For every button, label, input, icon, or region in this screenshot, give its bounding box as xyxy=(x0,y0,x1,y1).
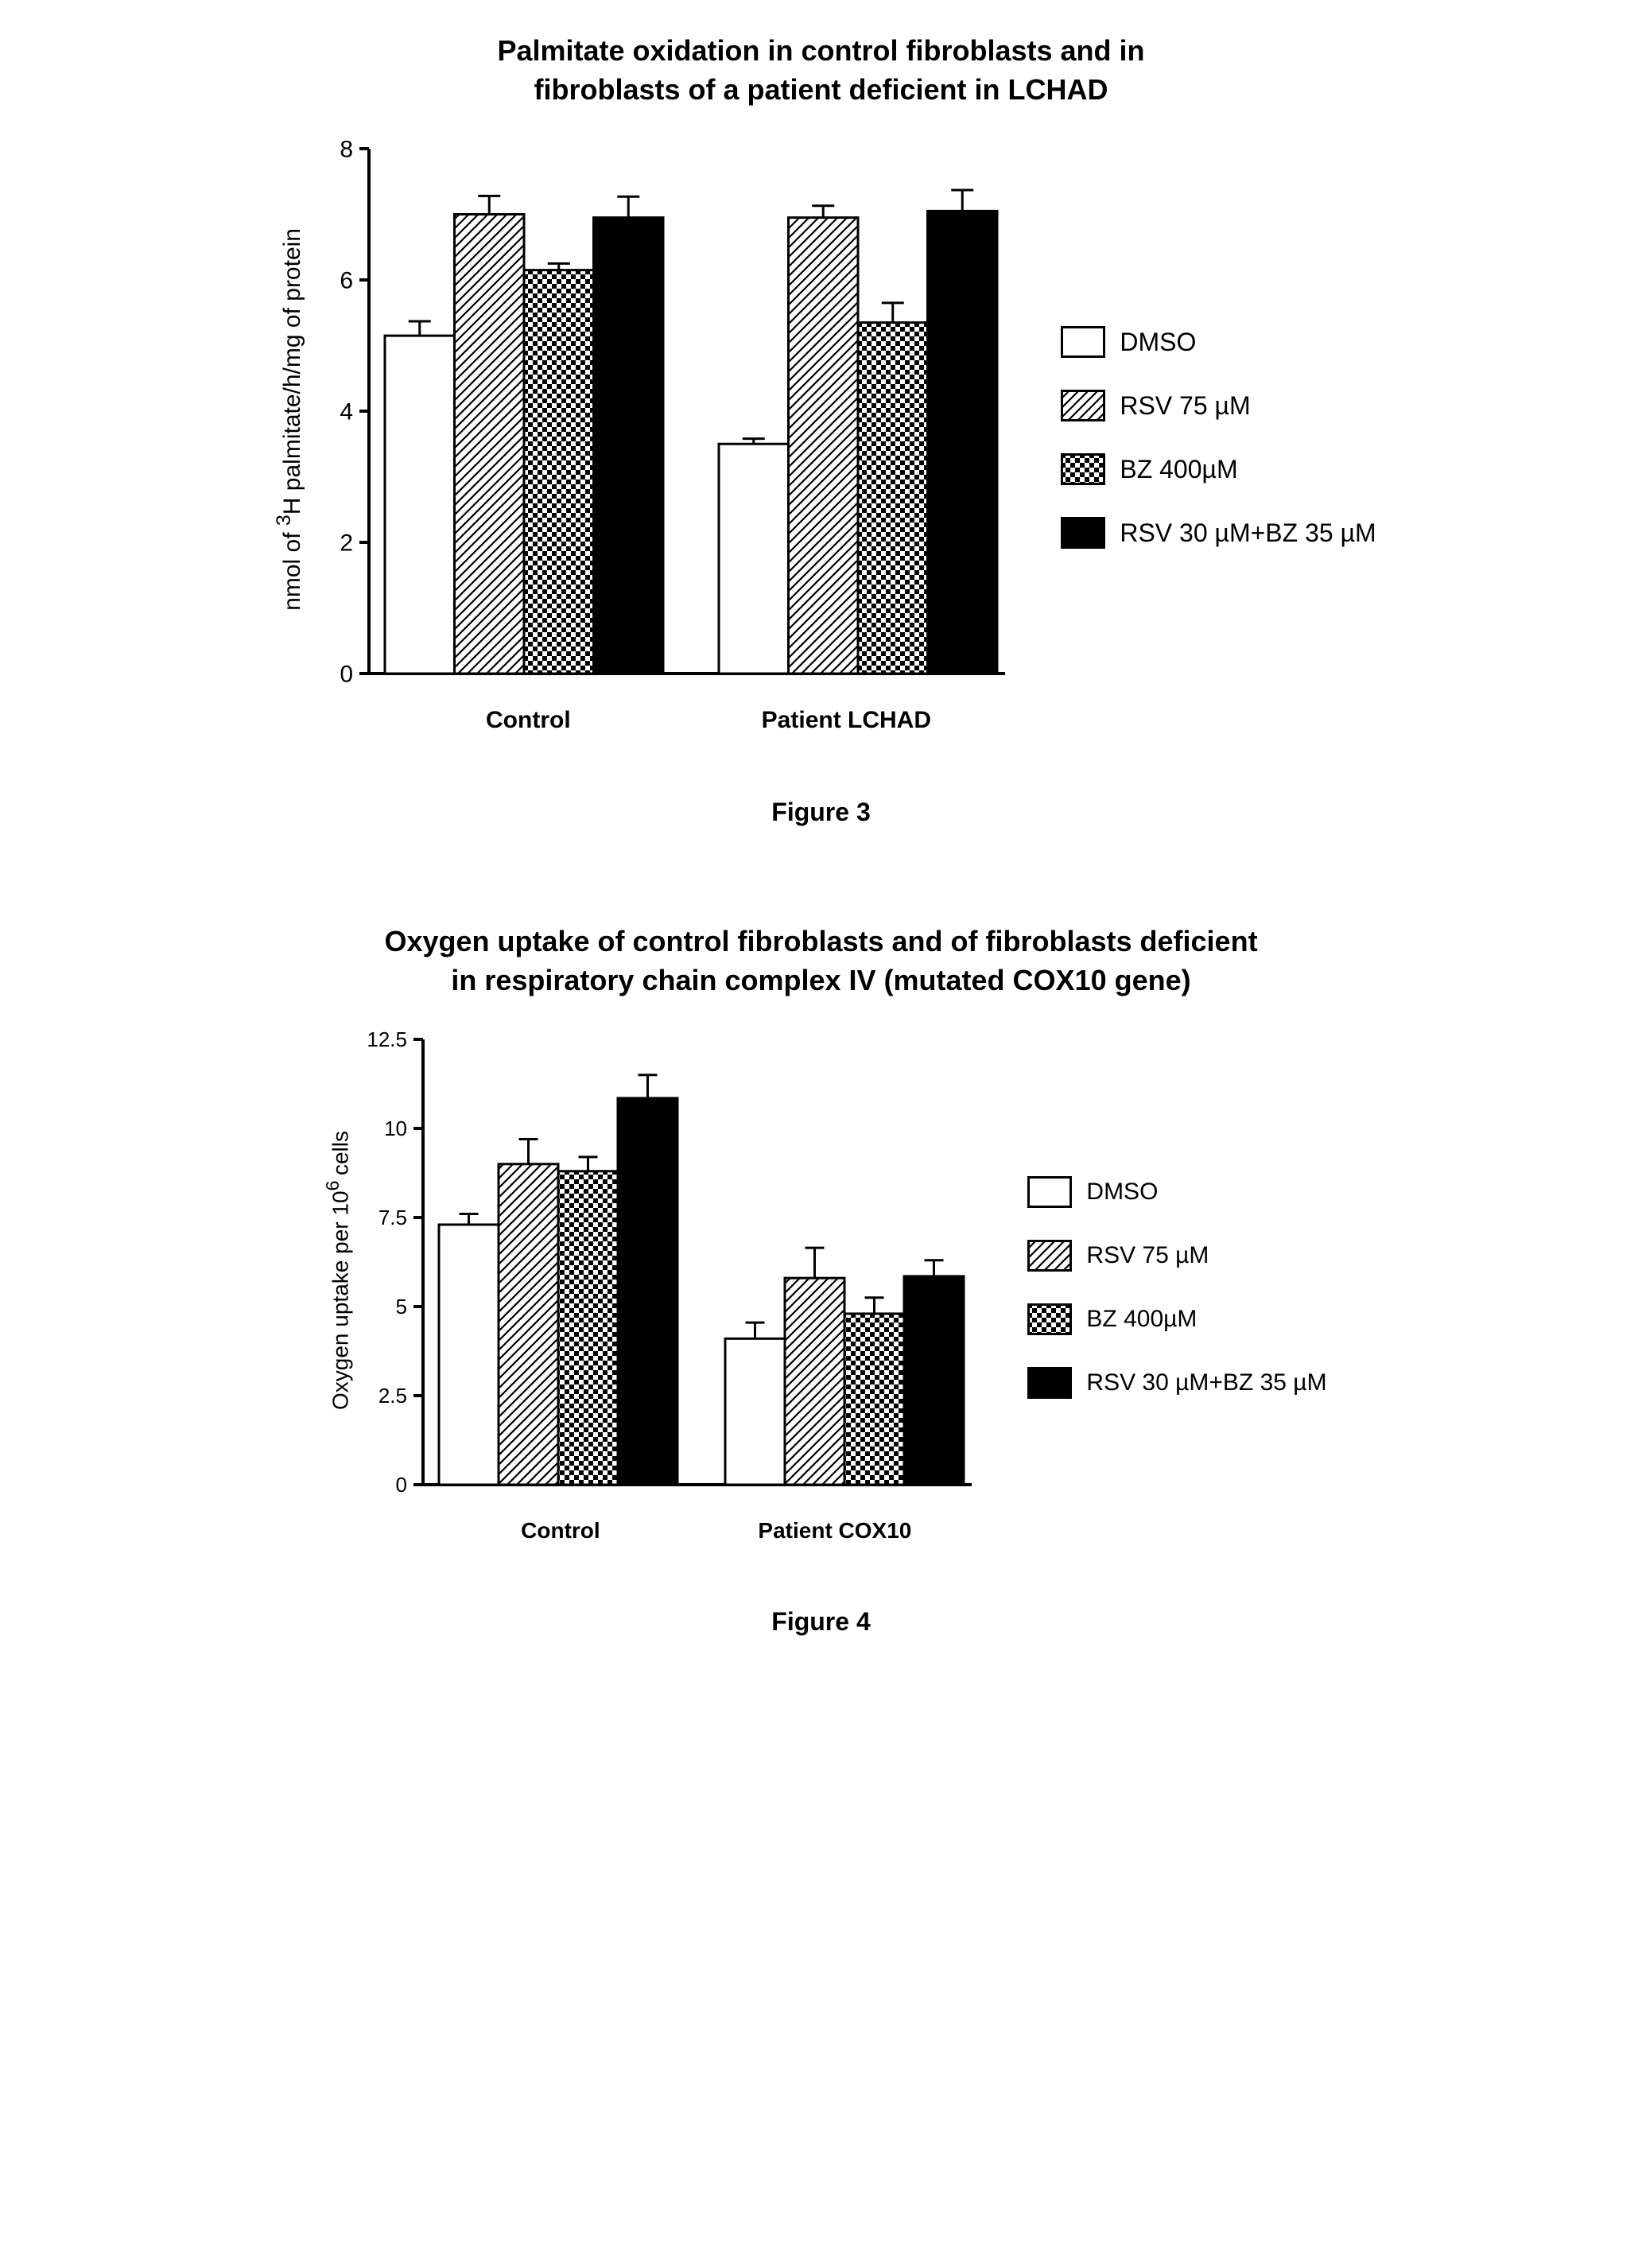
figure4-ylabel-prefix: Oxygen uptake per 10 xyxy=(328,1190,352,1410)
svg-text:2: 2 xyxy=(340,530,354,557)
svg-text:0: 0 xyxy=(396,1473,407,1497)
svg-text:5: 5 xyxy=(396,1295,407,1318)
figure4-ylabel-suffix: cells xyxy=(328,1131,352,1175)
legend-swatch xyxy=(1061,453,1105,485)
legend-label: RSV 30 µM+BZ 35 µM xyxy=(1086,1369,1326,1396)
figure3-ylabel-sup: 3 xyxy=(273,515,295,526)
legend-swatch xyxy=(1027,1303,1072,1335)
figure3-ylabel-suffix: H palmitate/h/mg of protein xyxy=(279,228,305,515)
legend-item: DMSO xyxy=(1061,326,1376,358)
x-axis-label: Control xyxy=(423,1518,697,1544)
x-axis-label: Patient COX10 xyxy=(697,1518,972,1544)
figure4-panel: Oxygen uptake per 106 cells 0 2.5 5 7.5 10 12… xyxy=(315,1031,980,1544)
figure4-svg: 0 2.5 5 7.5 10 12.5 xyxy=(359,1031,980,1509)
legend-swatch xyxy=(1061,326,1105,358)
legend-label: RSV 30 µM+BZ 35 µM xyxy=(1120,518,1376,548)
figure3-legend: DMSO RSV 75 µM BZ 400µM RSV 30 µM+BZ 35 µM xyxy=(1061,326,1376,549)
legend-label: BZ 400µM xyxy=(1120,455,1237,484)
figure3-ylabel: nmol of 3H palmitate/h/mg of protein xyxy=(273,228,306,611)
figure4-caption: Figure 4 xyxy=(48,1607,1594,1637)
figure4-title-line1: Oxygen uptake of control fibroblasts and… xyxy=(384,925,1257,957)
svg-text:6: 6 xyxy=(340,268,354,294)
figure4-title-line2: in respiratory chain complex IV (mutated… xyxy=(451,964,1190,996)
figure3-caption: Figure 3 xyxy=(48,798,1594,827)
figure3-chart-row: nmol of 3H palmitate/h/mg of protein 0 2 4… xyxy=(48,141,1594,734)
legend-item: RSV 30 µM+BZ 35 µM xyxy=(1027,1367,1326,1399)
svg-text:7.5: 7.5 xyxy=(378,1206,407,1229)
svg-text:10: 10 xyxy=(384,1117,407,1140)
figure4-plot-area: 0 2.5 5 7.5 10 12.5 xyxy=(359,1031,980,1509)
legend-item: DMSO xyxy=(1027,1176,1326,1208)
figure3-title: Palmitate oxidation in control fibroblas… xyxy=(384,32,1259,109)
figure3-xlabels: ControlPatient LCHAD xyxy=(313,707,1013,734)
legend-label: DMSO xyxy=(1120,328,1196,357)
x-axis-label: Control xyxy=(369,707,687,734)
svg-text:8: 8 xyxy=(340,141,354,163)
figure3-ylabel-prefix: nmol of xyxy=(279,526,305,611)
legend-swatch xyxy=(1061,390,1105,421)
figure3-plot-col: 0 2 4 6 8 ControlPatient LCHAD xyxy=(313,141,1013,734)
legend-swatch xyxy=(1061,517,1105,549)
legend-label: RSV 75 µM xyxy=(1120,391,1250,421)
figure4-legend: DMSO RSV 75 µM BZ 400µM RSV 30 µM+BZ 35 µM xyxy=(1027,1176,1326,1399)
figure3-title-line2: fibroblasts of a patient deficient in LC… xyxy=(534,73,1108,106)
svg-text:12.5: 12.5 xyxy=(367,1031,408,1051)
figure3-panel: nmol of 3H palmitate/h/mg of protein 0 2 4… xyxy=(266,141,1013,734)
figure4-plot-col: 0 2.5 5 7.5 10 12.5 ControlPatient COX10 xyxy=(359,1031,980,1544)
svg-text:4: 4 xyxy=(340,399,354,425)
figure3-ylabel-col: nmol of 3H palmitate/h/mg of protein xyxy=(266,141,313,697)
legend-swatch xyxy=(1027,1176,1072,1208)
figure3-plot-area: 0 2 4 6 8 xyxy=(313,141,1013,697)
legend-label: DMSO xyxy=(1086,1179,1158,1206)
svg-text:2.5: 2.5 xyxy=(378,1384,407,1408)
svg-text:0: 0 xyxy=(340,662,354,688)
x-axis-label: Patient LCHAD xyxy=(687,707,1005,734)
legend-item: BZ 400µM xyxy=(1061,453,1376,485)
legend-item: BZ 400µM xyxy=(1027,1303,1326,1335)
figure4-chart-row: Oxygen uptake per 106 cells 0 2.5 5 7.5 10 12… xyxy=(48,1031,1594,1544)
legend-item: RSV 30 µM+BZ 35 µM xyxy=(1061,517,1376,549)
figure4-ylabel-col: Oxygen uptake per 106 cells xyxy=(315,1031,359,1509)
figure4-block: Oxygen uptake of control fibroblasts and… xyxy=(48,922,1594,1637)
figure3-title-line1: Palmitate oxidation in control fibroblas… xyxy=(497,34,1144,67)
figure3-svg: 0 2 4 6 8 xyxy=(313,141,1013,697)
legend-swatch xyxy=(1027,1367,1072,1399)
figure4-ylabel: Oxygen uptake per 106 cells xyxy=(322,1131,353,1410)
legend-label: RSV 75 µM xyxy=(1086,1242,1209,1269)
legend-label: BZ 400µM xyxy=(1086,1306,1197,1333)
figure3-block: Palmitate oxidation in control fibroblas… xyxy=(48,32,1594,827)
figure4-ylabel-sup: 6 xyxy=(322,1175,343,1190)
figure4-xlabels: ControlPatient COX10 xyxy=(359,1518,980,1544)
legend-item: RSV 75 µM xyxy=(1027,1240,1326,1272)
figure4-title: Oxygen uptake of control fibroblasts and… xyxy=(185,922,1458,1000)
legend-item: RSV 75 µM xyxy=(1061,390,1376,421)
legend-swatch xyxy=(1027,1240,1072,1272)
